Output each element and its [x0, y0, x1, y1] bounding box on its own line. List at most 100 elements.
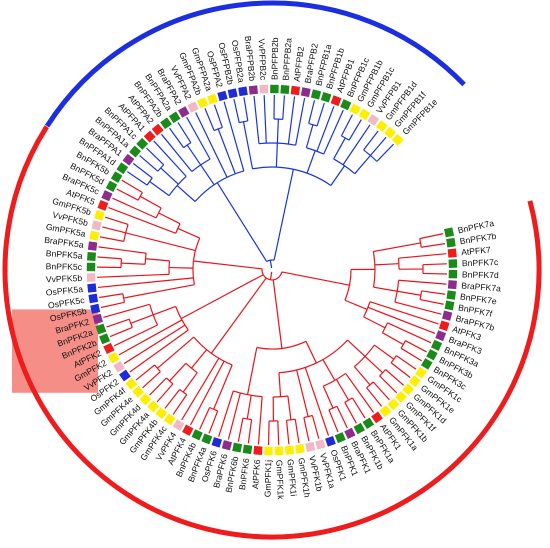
tree-branch-arc [381, 322, 389, 333]
species-marker-br [87, 241, 98, 251]
tree-branch-arc [155, 207, 162, 219]
tree-branch-arc [179, 388, 188, 396]
species-marker-bn [232, 442, 243, 453]
tree-branch [422, 272, 447, 275]
tree-branch [139, 155, 159, 172]
leaf-label: BnPFPB2b [270, 37, 281, 80]
species-marker-bn [334, 432, 346, 444]
tree-branch [100, 236, 124, 242]
tree-branch [347, 339, 366, 357]
tree-branch [139, 195, 162, 209]
tree-branch [354, 155, 371, 175]
tree-branch [421, 290, 446, 295]
species-marker-gm [94, 210, 105, 221]
species-marker-at [97, 200, 109, 211]
tree-branch-arc [397, 258, 400, 270]
species-marker-vv [315, 439, 326, 450]
species-marker-bn [448, 259, 458, 268]
leaf-label: BraPFPB2b [243, 35, 258, 81]
species-marker-bn [320, 92, 332, 103]
tree-branch [366, 387, 383, 407]
tree-branch-arc [363, 301, 371, 318]
tree-branch [387, 322, 432, 344]
species-marker-bn [201, 433, 213, 445]
leaf-label: BnPFK5a [45, 248, 83, 261]
tree-branch [395, 355, 417, 370]
leaf-label: BnPFK5c [46, 261, 83, 272]
tree-branch [213, 364, 233, 410]
tree-branch-arc [258, 142, 296, 146]
tree-branch [335, 379, 350, 401]
tree-branch [419, 233, 444, 240]
tree-branch [172, 394, 188, 415]
tree-branch [419, 298, 444, 305]
tree-branch [112, 197, 157, 219]
species-marker-bn [448, 269, 458, 279]
species-marker-os [211, 437, 223, 448]
tree-branch [227, 392, 241, 440]
tree-branch [130, 314, 154, 324]
tree-branch [121, 179, 143, 194]
tree-branch-arc [175, 223, 181, 234]
tree-branch [176, 185, 196, 202]
tree-branch [121, 262, 146, 265]
species-marker-gm [274, 446, 284, 456]
tree-branch [344, 299, 368, 310]
species-marker-at [143, 130, 156, 143]
species-marker-bn [116, 162, 129, 175]
species-marker-br [221, 440, 233, 451]
tree-branch [123, 284, 195, 299]
species-marker-gm [402, 383, 415, 396]
tree-branch [305, 124, 314, 148]
species-marker-bn [426, 349, 438, 361]
species-marker-at [330, 95, 342, 107]
tree-branch [316, 102, 325, 127]
leaf-label: BnPFPB2a [281, 37, 294, 80]
tree-branch [114, 324, 158, 347]
leaf-labels: BnPFK7aBnPFK7bAtPFK7BnPFK7cBnPFK7dBraPFK… [44, 35, 502, 500]
species-marker-gm [379, 405, 392, 417]
leaf-label: BraPFK7a [461, 280, 502, 293]
species-marker-bn [191, 429, 203, 441]
tree-branch [294, 419, 300, 444]
species-marker-bn [105, 180, 118, 192]
tree-branch [132, 162, 153, 179]
species-marker-bn [86, 262, 96, 272]
tree-branch [242, 121, 254, 169]
tree-branch [277, 420, 280, 445]
tree-branch-arc [286, 418, 296, 421]
tree-branch [322, 385, 334, 409]
tree-branch [169, 266, 194, 269]
tree-branch [340, 114, 353, 137]
species-marker-vv [187, 101, 199, 113]
tree-branch [376, 143, 395, 162]
species-marker-gm [284, 445, 295, 455]
tree-branch-arc [372, 251, 376, 288]
species-marker-bn [444, 227, 455, 238]
tree-branch [243, 97, 249, 122]
tree-branch-arc [273, 395, 288, 398]
species-marker-gm [391, 133, 404, 146]
ring-pfp [44, 0, 466, 128]
species-marker-gm [349, 103, 361, 115]
species-marker-bn [420, 358, 433, 370]
tree-branch [263, 95, 267, 144]
species-marker-bn [446, 237, 456, 248]
tree-branch [374, 263, 399, 266]
species-marker-at [447, 248, 457, 258]
tree-branch [204, 108, 215, 131]
species-marker-gm [125, 377, 138, 390]
species-marker-bn [446, 290, 457, 300]
tree-branch-arc [344, 269, 352, 301]
species-marker-os [325, 435, 336, 447]
species-marker-vv [259, 84, 269, 94]
tree-branch [369, 136, 387, 156]
species-marker-gm [387, 398, 400, 411]
tree-branch-arc [278, 339, 348, 374]
tree-branch [97, 256, 122, 260]
tree-branch-arc [341, 135, 350, 141]
tree-branch [116, 188, 139, 201]
leaf-label: VvPFK5b [46, 273, 83, 285]
species-marker-br [300, 87, 311, 98]
